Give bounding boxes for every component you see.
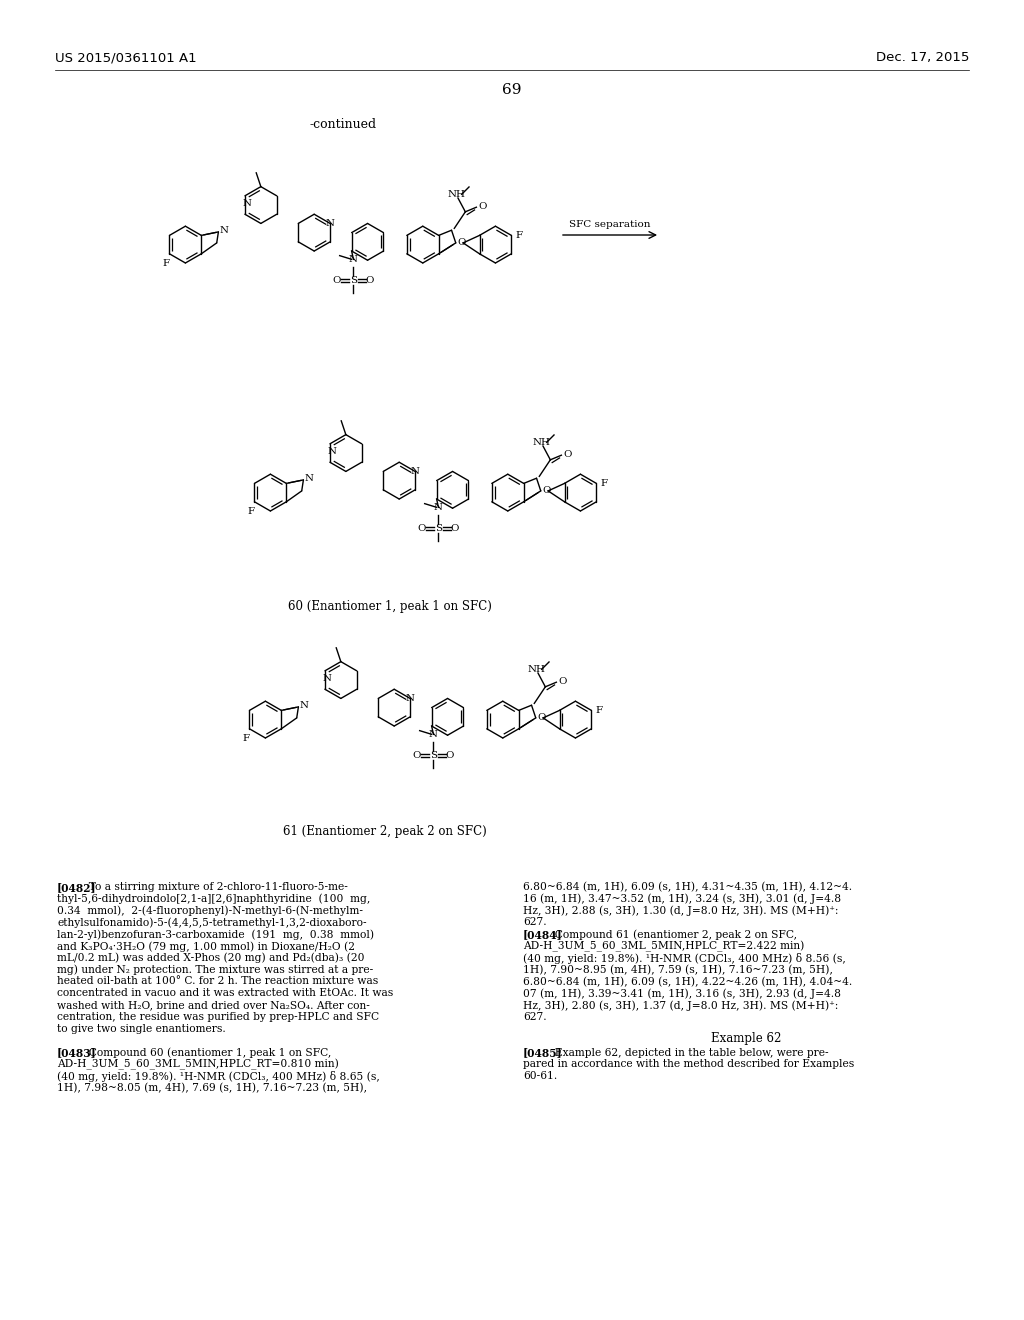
Text: Compound 60 (enantiomer 1, peak 1 on SFC,: Compound 60 (enantiomer 1, peak 1 on SFC… bbox=[82, 1047, 332, 1057]
Text: S: S bbox=[430, 751, 437, 760]
Text: N: N bbox=[299, 701, 308, 710]
Text: -continued: -continued bbox=[310, 117, 377, 131]
Text: ethylsulfonamido)-5-(4,4,5,5-tetramethyl-1,3,2-dioxaboro-: ethylsulfonamido)-5-(4,4,5,5-tetramethyl… bbox=[57, 917, 367, 928]
Text: O: O bbox=[538, 713, 546, 722]
Text: O: O bbox=[413, 751, 421, 760]
Text: [0484]: [0484] bbox=[523, 929, 563, 940]
Text: Dec. 17, 2015: Dec. 17, 2015 bbox=[876, 51, 969, 65]
Text: SFC separation: SFC separation bbox=[569, 220, 650, 228]
Text: To a stirring mixture of 2-chloro-11-fluoro-5-me-: To a stirring mixture of 2-chloro-11-flu… bbox=[82, 882, 348, 892]
Text: O: O bbox=[418, 524, 426, 533]
Text: N: N bbox=[243, 199, 252, 207]
Text: mL/0.2 mL) was added X-Phos (20 mg) and Pd₂(dba)₃ (20: mL/0.2 mL) was added X-Phos (20 mg) and … bbox=[57, 953, 365, 964]
Text: mg) under N₂ protection. The mixture was stirred at a pre-: mg) under N₂ protection. The mixture was… bbox=[57, 965, 374, 975]
Text: to give two single enantiomers.: to give two single enantiomers. bbox=[57, 1023, 225, 1034]
Text: [0483]: [0483] bbox=[57, 1047, 96, 1059]
Text: 627.: 627. bbox=[523, 917, 547, 928]
Text: 07 (m, 1H), 3.39~3.41 (m, 1H), 3.16 (s, 3H), 2.93 (d, J=4.8: 07 (m, 1H), 3.39~3.41 (m, 1H), 3.16 (s, … bbox=[523, 989, 841, 999]
Text: N: N bbox=[434, 503, 443, 512]
Text: AD-H_3UM_5_60_3ML_5MIN,HPLC_RT=0.810 min): AD-H_3UM_5_60_3ML_5MIN,HPLC_RT=0.810 min… bbox=[57, 1059, 339, 1071]
Text: heated oil-bath at 100° C. for 2 h. The reaction mixture was: heated oil-bath at 100° C. for 2 h. The … bbox=[57, 977, 378, 986]
Text: O: O bbox=[366, 276, 374, 285]
Text: washed with H₂O, brine and dried over Na₂SO₄. After con-: washed with H₂O, brine and dried over Na… bbox=[57, 1001, 370, 1010]
Text: S: S bbox=[435, 524, 442, 533]
Text: 627.: 627. bbox=[523, 1012, 547, 1022]
Text: and K₃PO₄·3H₂O (79 mg, 1.00 mmol) in Dioxane/H₂O (2: and K₃PO₄·3H₂O (79 mg, 1.00 mmol) in Dio… bbox=[57, 941, 355, 952]
Text: 1H), 7.98~8.05 (m, 4H), 7.69 (s, 1H), 7.16~7.23 (m, 5H),: 1H), 7.98~8.05 (m, 4H), 7.69 (s, 1H), 7.… bbox=[57, 1082, 367, 1093]
Text: F: F bbox=[162, 259, 169, 268]
Text: O: O bbox=[333, 276, 341, 285]
Text: pared in accordance with the method described for Examples: pared in accordance with the method desc… bbox=[523, 1060, 854, 1069]
Text: centration, the residue was purified by prep-HPLC and SFC: centration, the residue was purified by … bbox=[57, 1012, 379, 1022]
Text: N: N bbox=[411, 467, 420, 477]
Text: 6.80~6.84 (m, 1H), 6.09 (s, 1H), 4.22~4.26 (m, 1H), 4.04~4.: 6.80~6.84 (m, 1H), 6.09 (s, 1H), 4.22~4.… bbox=[523, 977, 852, 987]
Text: 60-61.: 60-61. bbox=[523, 1072, 557, 1081]
Text: 69: 69 bbox=[502, 83, 522, 96]
Text: F: F bbox=[243, 734, 250, 743]
Text: O: O bbox=[543, 486, 551, 495]
Text: Hz, 3H), 2.80 (s, 3H), 1.37 (d, J=8.0 Hz, 3H). MS (M+H)⁺:: Hz, 3H), 2.80 (s, 3H), 1.37 (d, J=8.0 Hz… bbox=[523, 1001, 839, 1011]
Text: 1H), 7.90~8.95 (m, 4H), 7.59 (s, 1H), 7.16~7.23 (m, 5H),: 1H), 7.90~8.95 (m, 4H), 7.59 (s, 1H), 7.… bbox=[523, 965, 833, 975]
Text: O: O bbox=[563, 450, 571, 459]
Text: F: F bbox=[595, 706, 602, 715]
Text: 0.34  mmol),  2-(4-fluorophenyl)-N-methyl-6-(N-methylm-: 0.34 mmol), 2-(4-fluorophenyl)-N-methyl-… bbox=[57, 906, 362, 916]
Text: N: N bbox=[349, 255, 358, 264]
Text: O: O bbox=[451, 524, 459, 533]
Text: O: O bbox=[458, 239, 466, 247]
Text: N: N bbox=[328, 446, 337, 455]
Text: Example 62: Example 62 bbox=[711, 1032, 781, 1044]
Text: 60 (Enantiomer 1, peak 1 on SFC): 60 (Enantiomer 1, peak 1 on SFC) bbox=[288, 601, 492, 612]
Text: AD-H_3UM_5_60_3ML_5MIN,HPLC_RT=2.422 min): AD-H_3UM_5_60_3ML_5MIN,HPLC_RT=2.422 min… bbox=[523, 941, 805, 952]
Text: 61 (Enantiomer 2, peak 2 on SFC): 61 (Enantiomer 2, peak 2 on SFC) bbox=[283, 825, 486, 838]
Text: O: O bbox=[478, 202, 486, 211]
Text: Hz, 3H), 2.88 (s, 3H), 1.30 (d, J=8.0 Hz, 3H). MS (M+H)⁺:: Hz, 3H), 2.88 (s, 3H), 1.30 (d, J=8.0 Hz… bbox=[523, 906, 839, 916]
Text: Example 62, depicted in the table below, were pre-: Example 62, depicted in the table below,… bbox=[549, 1048, 829, 1057]
Text: (40 mg, yield: 19.8%). ¹H-NMR (CDCl₃, 400 MHz) δ 8.65 (s,: (40 mg, yield: 19.8%). ¹H-NMR (CDCl₃, 40… bbox=[57, 1071, 380, 1082]
Text: thyl-5,6-dihydroindolo[2,1-a][2,6]naphthyridine  (100  mg,: thyl-5,6-dihydroindolo[2,1-a][2,6]naphth… bbox=[57, 894, 371, 904]
Text: N: N bbox=[304, 474, 313, 483]
Text: N: N bbox=[406, 694, 415, 704]
Text: F: F bbox=[247, 507, 254, 516]
Text: N: N bbox=[323, 673, 332, 682]
Text: N: N bbox=[219, 226, 228, 235]
Text: O: O bbox=[445, 751, 455, 760]
Text: US 2015/0361101 A1: US 2015/0361101 A1 bbox=[55, 51, 197, 65]
Text: N: N bbox=[326, 219, 335, 228]
Text: F: F bbox=[600, 479, 607, 488]
Text: NH: NH bbox=[527, 665, 545, 673]
Text: NH: NH bbox=[532, 438, 550, 447]
Text: N: N bbox=[429, 730, 438, 739]
Text: (40 mg, yield: 19.8%). ¹H-NMR (CDCl₃, 400 MHz) δ 8.56 (s,: (40 mg, yield: 19.8%). ¹H-NMR (CDCl₃, 40… bbox=[523, 953, 846, 964]
Text: O: O bbox=[558, 677, 566, 686]
Text: 16 (m, 1H), 3.47~3.52 (m, 1H), 3.24 (s, 3H), 3.01 (d, J=4.8: 16 (m, 1H), 3.47~3.52 (m, 1H), 3.24 (s, … bbox=[523, 894, 841, 904]
Text: lan-2-yl)benzofuran-3-carboxamide  (191  mg,  0.38  mmol): lan-2-yl)benzofuran-3-carboxamide (191 m… bbox=[57, 929, 374, 940]
Text: Compound 61 (enantiomer 2, peak 2 on SFC,: Compound 61 (enantiomer 2, peak 2 on SFC… bbox=[549, 929, 798, 940]
Text: F: F bbox=[515, 231, 522, 240]
Text: [0482]: [0482] bbox=[57, 882, 96, 894]
Text: [0485]: [0485] bbox=[523, 1048, 563, 1059]
Text: concentrated in vacuo and it was extracted with EtOAc. It was: concentrated in vacuo and it was extract… bbox=[57, 989, 393, 998]
Text: S: S bbox=[350, 276, 357, 285]
Text: 6.80~6.84 (m, 1H), 6.09 (s, 1H), 4.31~4.35 (m, 1H), 4.12~4.: 6.80~6.84 (m, 1H), 6.09 (s, 1H), 4.31~4.… bbox=[523, 882, 852, 892]
Text: NH: NH bbox=[447, 190, 465, 199]
